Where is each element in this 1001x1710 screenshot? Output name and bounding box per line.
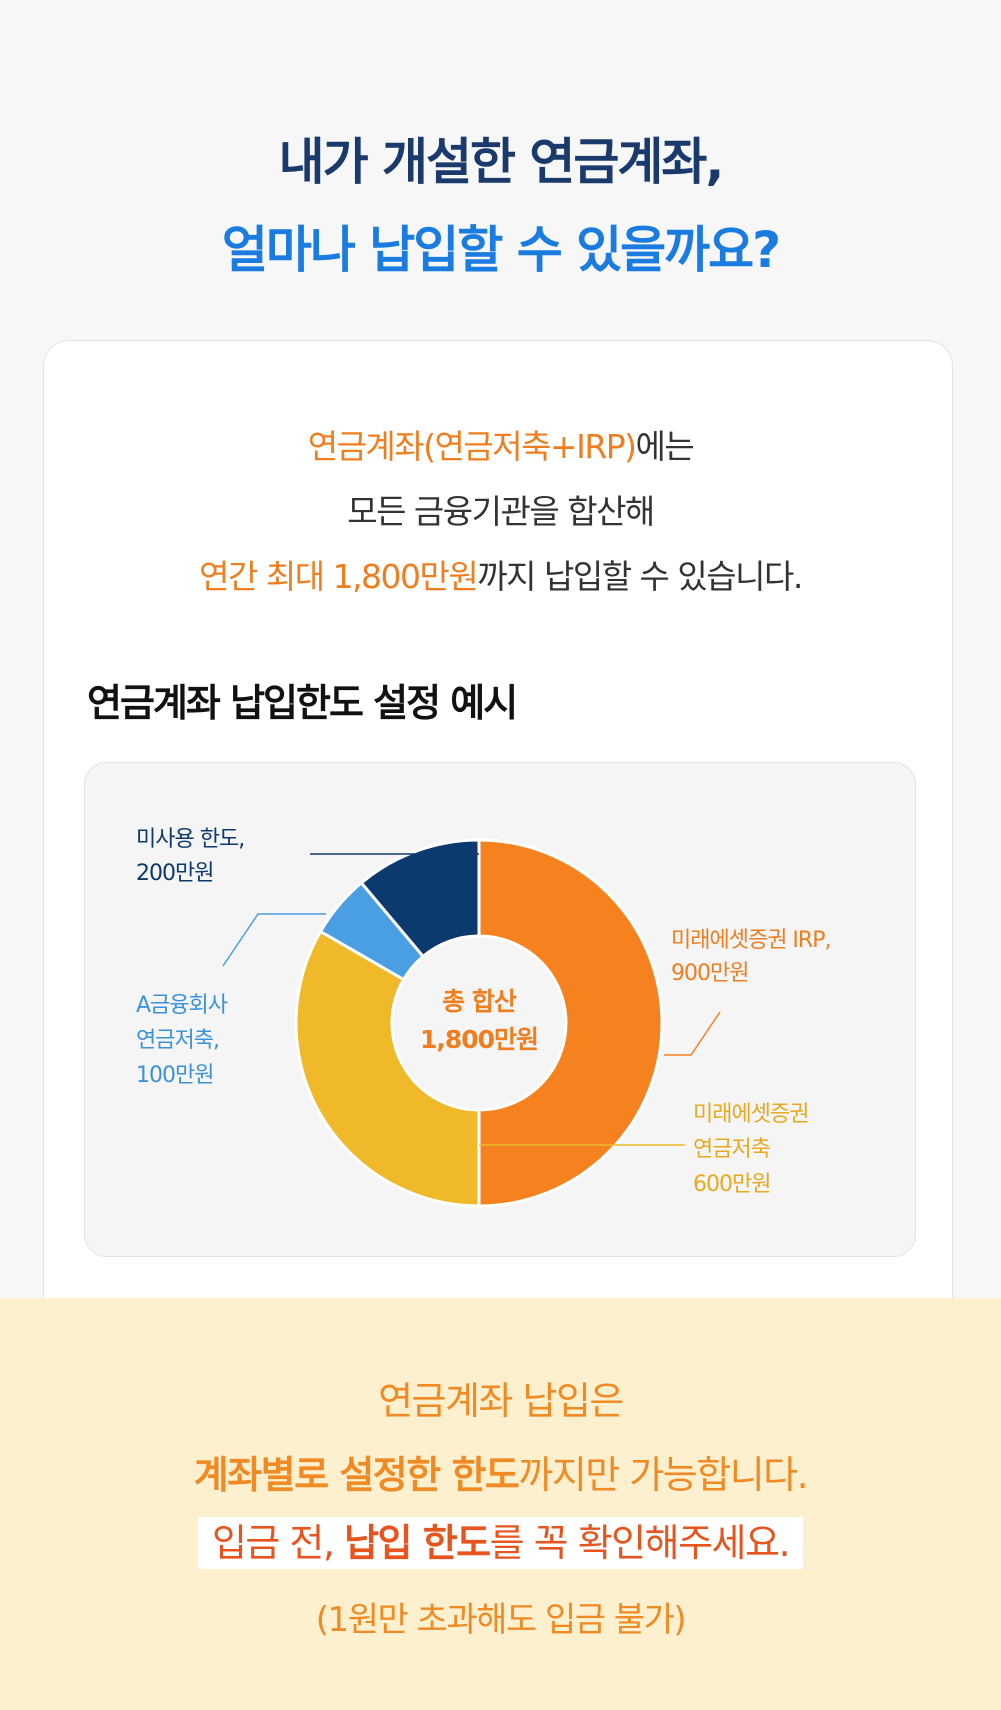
slice-label: 연금저축, (136, 1028, 219, 1053)
slice-label: A금융회사 (136, 993, 228, 1018)
footer-line: (1원만 초과해도 입금 불가) (0, 1592, 1001, 1641)
center-label: 총 합산 (442, 987, 517, 1016)
slice-label: 연금저축 (693, 1137, 771, 1162)
slice-label: 미래에셋증권 (693, 1102, 808, 1127)
title-line: 내가 개설한 연금계좌, (278, 133, 725, 191)
text: 에는 (635, 427, 695, 466)
text: 까지만 가능합니다. (518, 1453, 808, 1497)
footer-line: 입금 전, 납입 한도를 꼭 확인해주세요. (0, 1512, 1001, 1569)
pie-slice (294, 929, 481, 1208)
highlight: 연금계좌(연금저축+IRP) (307, 427, 637, 466)
intro-line: 연금계좌(연금저축+IRP)에는 (0, 420, 1001, 468)
value-label: 900만원 (671, 961, 748, 986)
emphasis: 계좌별로 설정한 한도 (193, 1453, 520, 1497)
notice: 입금 전, 납입 한도를 꼭 확인해주세요. (197, 1517, 804, 1569)
intro-line: 모든 금융기관을 합산해 (0, 485, 1001, 533)
slice-label: 미사용 한도, (136, 827, 244, 852)
center-label: 1,800만원 (420, 1025, 538, 1054)
text: 를 꼭 확인해주세요. (489, 1521, 791, 1565)
footer-line: 계좌별로 설정한 한도까지만 가능합니다. (0, 1444, 1001, 1499)
slice-label: 미래에셋증권 IRP, (671, 928, 830, 953)
intro-line: 연간 최대 1,800만원까지 납입할 수 있습니다. (0, 550, 1001, 598)
text: (1원만 초과해도 입금 불가) (315, 1600, 687, 1640)
highlight: 연간 최대 1,800만원 (199, 557, 479, 596)
pie-slice (359, 838, 481, 959)
text: 입금 전, (211, 1521, 345, 1565)
pie-slice (477, 838, 664, 1208)
value-label: 100만원 (136, 1063, 213, 1088)
value-label: 200만원 (136, 861, 213, 886)
value-label: 600만원 (693, 1172, 770, 1197)
footer-line: 연금계좌 납입은 (0, 1370, 1001, 1425)
emphasis: 납입 한도 (344, 1521, 491, 1565)
text: 까지 납입할 수 있습니다. (477, 557, 803, 596)
text: 연금계좌 납입은 (378, 1379, 624, 1423)
leader-line (222, 913, 326, 967)
footer (0, 1298, 1001, 1710)
text: 모든 금융기관을 합산해 (347, 492, 655, 531)
title-line: 얼마나 납입할 수 있을까요? (221, 221, 781, 279)
leader-line (664, 1011, 721, 1056)
chart-title: 연금계좌 납입한도 설정 예시 (87, 681, 518, 725)
